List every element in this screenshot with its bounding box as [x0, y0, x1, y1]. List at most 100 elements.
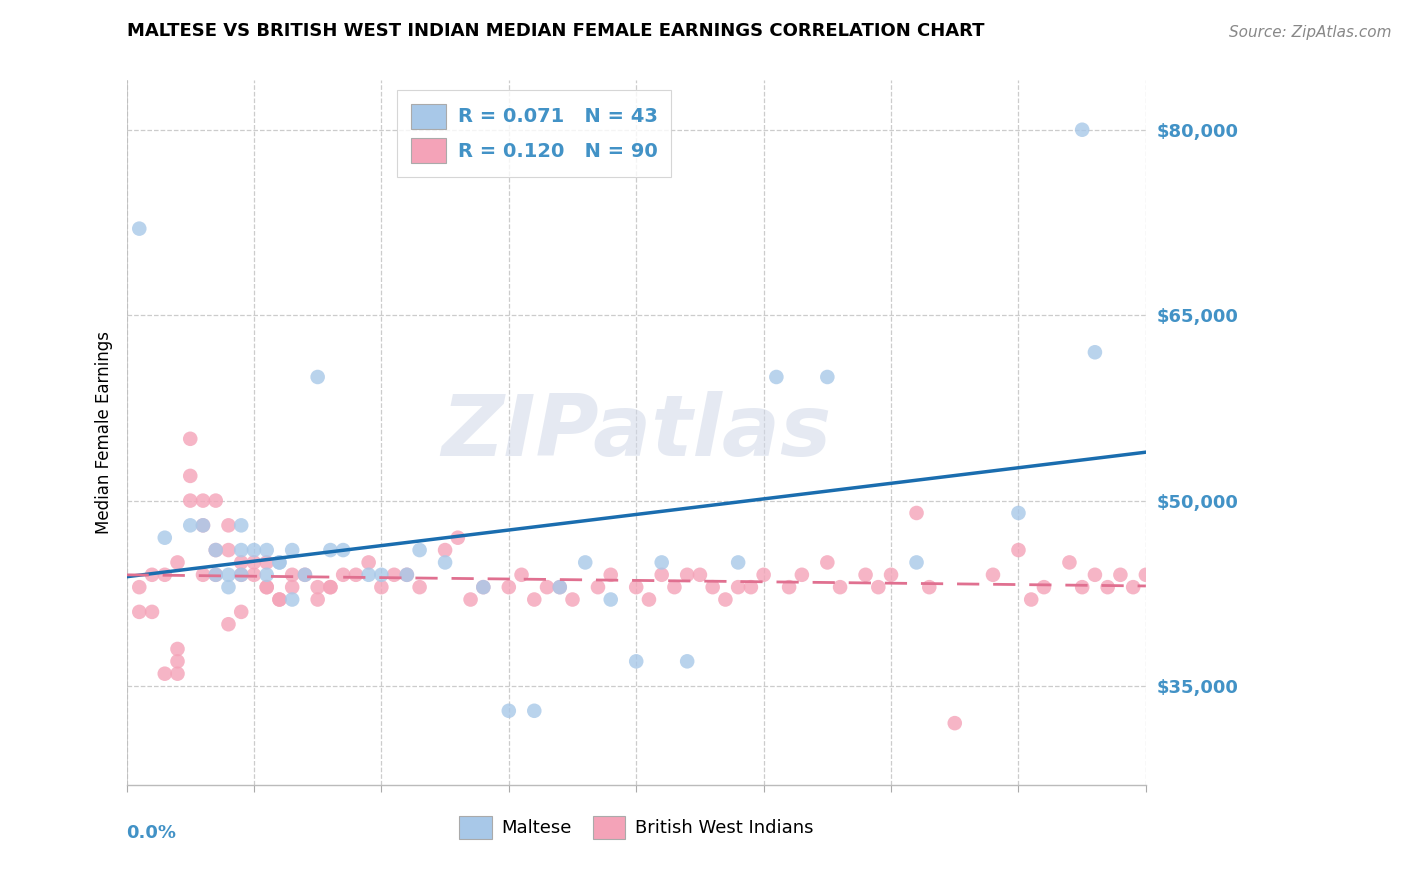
Point [256, 567, 278, 582]
Point [702, 580, 724, 594]
Point [434, 543, 457, 558]
Text: MALTESE VS BRITISH WEST INDIAN MEDIAN FEMALE EARNINGS CORRELATION CHART: MALTESE VS BRITISH WEST INDIAN MEDIAN FE… [127, 22, 984, 40]
Point [880, 567, 903, 582]
Point [166, 556, 188, 570]
Point [434, 556, 457, 570]
Point [217, 567, 239, 582]
Point [153, 567, 176, 582]
Point [166, 642, 188, 657]
Point [204, 567, 226, 582]
Point [231, 556, 253, 570]
Point [357, 556, 380, 570]
Point [231, 605, 253, 619]
Point [382, 567, 405, 582]
Text: ZIPatlas: ZIPatlas [441, 391, 831, 475]
Point [689, 567, 711, 582]
Point [651, 567, 673, 582]
Point [307, 370, 329, 384]
Point [344, 567, 367, 582]
Point [1135, 567, 1157, 582]
Point [191, 493, 214, 508]
Point [498, 580, 520, 594]
Point [269, 592, 291, 607]
Text: Source: ZipAtlas.com: Source: ZipAtlas.com [1229, 25, 1392, 40]
Point [231, 567, 253, 582]
Point [256, 580, 278, 594]
Point [256, 543, 278, 558]
Point [408, 543, 430, 558]
Point [281, 543, 304, 558]
Point [510, 567, 533, 582]
Point [243, 556, 266, 570]
Point [243, 543, 266, 558]
Point [256, 580, 278, 594]
Point [536, 580, 558, 594]
Point [294, 567, 316, 582]
Point [269, 556, 291, 570]
Point [141, 605, 163, 619]
Point [472, 580, 495, 594]
Point [217, 543, 239, 558]
Point [204, 567, 226, 582]
Y-axis label: Median Female Earnings: Median Female Earnings [94, 331, 112, 534]
Point [269, 556, 291, 570]
Point [395, 567, 418, 582]
Point [1084, 345, 1107, 359]
Point [128, 580, 150, 594]
Point [790, 567, 813, 582]
Point [395, 567, 418, 582]
Point [179, 469, 201, 483]
Point [204, 493, 226, 508]
Point [153, 666, 176, 681]
Point [1071, 580, 1094, 594]
Point [765, 370, 787, 384]
Point [472, 580, 495, 594]
Point [599, 592, 621, 607]
Point [918, 580, 941, 594]
Point [179, 432, 201, 446]
Point [1059, 556, 1081, 570]
Point [204, 543, 226, 558]
Point [332, 543, 354, 558]
Point [1071, 122, 1094, 136]
Point [523, 704, 546, 718]
Point [778, 580, 800, 594]
Point [357, 567, 380, 582]
Point [905, 506, 928, 520]
Point [256, 556, 278, 570]
Point [676, 567, 699, 582]
Point [231, 518, 253, 533]
Point [943, 716, 966, 731]
Point [548, 580, 571, 594]
Point [651, 556, 673, 570]
Point [815, 370, 838, 384]
Point [1007, 506, 1029, 520]
Point [599, 567, 621, 582]
Point [460, 592, 482, 607]
Legend: Maltese, British West Indians: Maltese, British West Indians [453, 809, 820, 847]
Point [153, 531, 176, 545]
Point [319, 543, 342, 558]
Point [166, 654, 188, 668]
Point [815, 556, 838, 570]
Point [574, 556, 596, 570]
Point [231, 543, 253, 558]
Point [548, 580, 571, 594]
Point [269, 592, 291, 607]
Point [981, 567, 1004, 582]
Point [905, 556, 928, 570]
Point [408, 580, 430, 594]
Point [319, 580, 342, 594]
Point [370, 580, 392, 594]
Point [714, 592, 737, 607]
Point [523, 592, 546, 607]
Point [1097, 580, 1119, 594]
Point [179, 518, 201, 533]
Point [307, 592, 329, 607]
Text: 0.0%: 0.0% [127, 823, 177, 842]
Point [624, 654, 647, 668]
Point [191, 518, 214, 533]
Point [752, 567, 775, 582]
Point [319, 580, 342, 594]
Point [141, 567, 163, 582]
